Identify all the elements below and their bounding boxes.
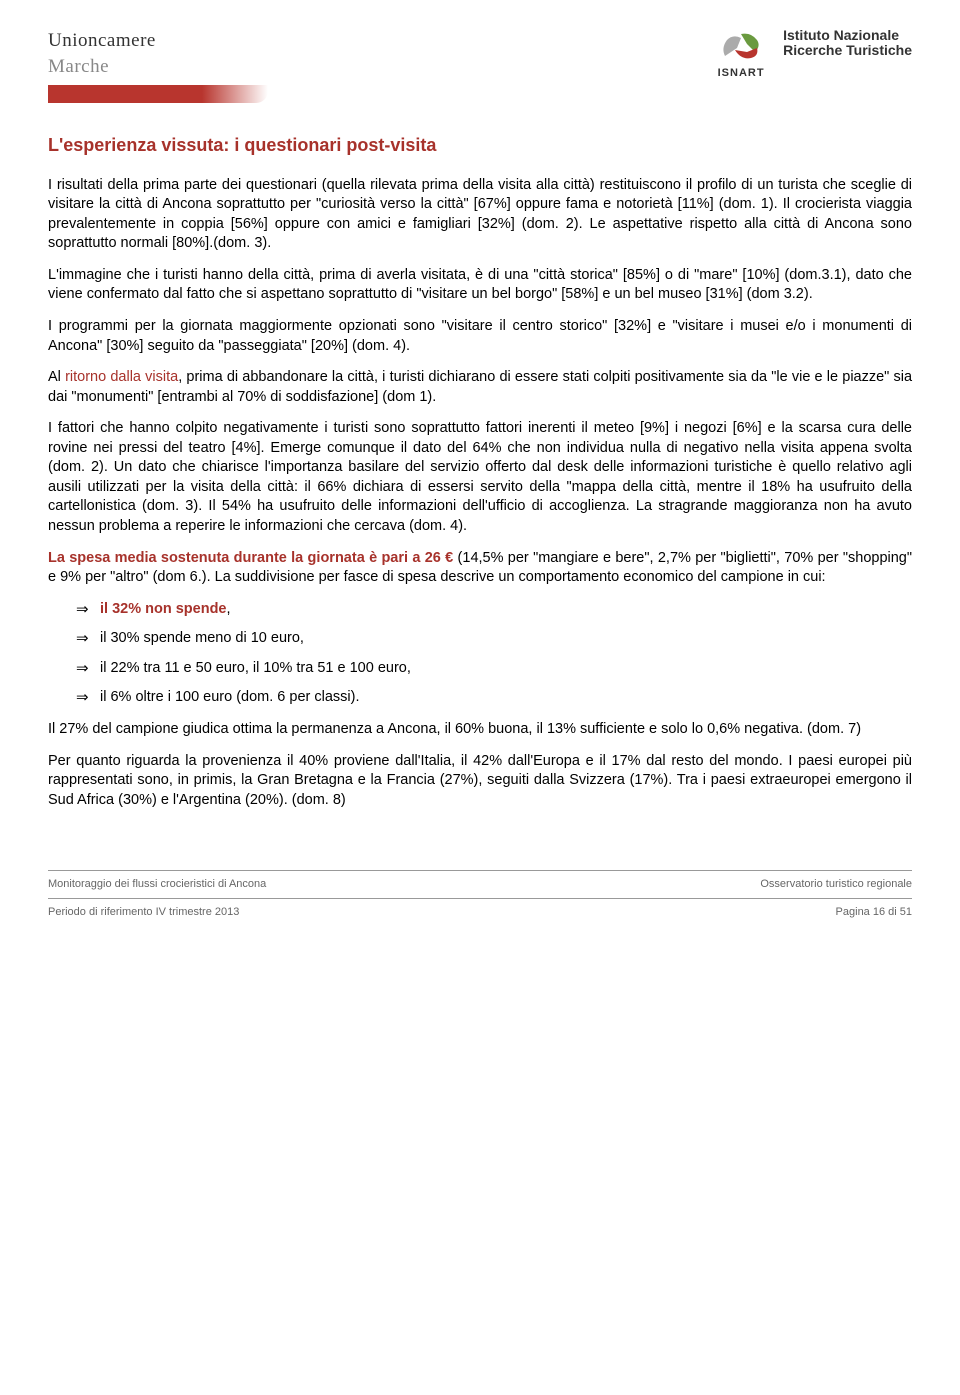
- paragraph-2: L'immagine che i turisti hanno della cit…: [48, 266, 912, 305]
- footer-right-1: Osservatorio turistico regionale: [760, 877, 912, 892]
- list-item: il 22% tra 11 e 50 euro, il 10% tra 51 e…: [76, 659, 912, 679]
- footer-right-2: Pagina 16 di 51: [836, 905, 912, 920]
- logo-inrt: Istituto Nazionale Ricerche Turistiche: [783, 28, 912, 59]
- logo-isnart: ISNART: [717, 28, 765, 81]
- p4-suffix: , prima di abbandonare la città, i turis…: [48, 369, 912, 405]
- swoosh-icon: [48, 85, 268, 103]
- paragraph-3: I programmi per la giornata maggiormente…: [48, 317, 912, 356]
- list-item: il 6% oltre i 100 euro (dom. 6 per class…: [76, 688, 912, 708]
- bullet-1-bold: il 32% non spende: [100, 601, 227, 617]
- paragraph-4: Al ritorno dalla visita, prima di abband…: [48, 368, 912, 407]
- p6-bold: La spesa media sostenuta durante la gior…: [48, 550, 458, 566]
- inrt-line2: Ricerche Turistiche: [783, 43, 912, 58]
- paragraph-5: I fattori che hanno colpito negativament…: [48, 419, 912, 536]
- logo-unioncamere: Unioncamere Marche: [48, 28, 298, 103]
- bullet-1-suffix: ,: [227, 601, 231, 617]
- isnart-icon: [717, 28, 765, 64]
- list-item: il 32% non spende,: [76, 600, 912, 620]
- spending-list: il 32% non spende, il 30% spende meno di…: [76, 600, 912, 708]
- paragraph-7: Il 27% del campione giudica ottima la pe…: [48, 720, 912, 740]
- paragraph-8: Per quanto riguarda la provenienza il 40…: [48, 752, 912, 811]
- inrt-line1: Istituto Nazionale: [783, 28, 912, 43]
- p4-prefix: Al: [48, 369, 65, 385]
- paragraph-6: La spesa media sostenuta durante la gior…: [48, 549, 912, 588]
- footer-left-2: Periodo di riferimento IV trimestre 2013: [48, 905, 239, 920]
- list-item: il 30% spende meno di 10 euro,: [76, 629, 912, 649]
- page-header: Unioncamere Marche ISNART Istituto Nazio…: [48, 28, 912, 103]
- footer-left-1: Monitoraggio dei flussi crocieristici di…: [48, 877, 266, 892]
- logo-text-line2: Marche: [48, 54, 298, 80]
- page-title: L'esperienza vissuta: i questionari post…: [48, 133, 912, 157]
- paragraph-1: I risultati della prima parte dei questi…: [48, 176, 912, 254]
- logo-text-line1: Unioncamere: [48, 28, 298, 54]
- p4-highlight: ritorno dalla visita: [65, 369, 178, 385]
- isnart-label: ISNART: [717, 66, 765, 81]
- page-footer: Monitoraggio dei flussi crocieristici di…: [48, 870, 912, 920]
